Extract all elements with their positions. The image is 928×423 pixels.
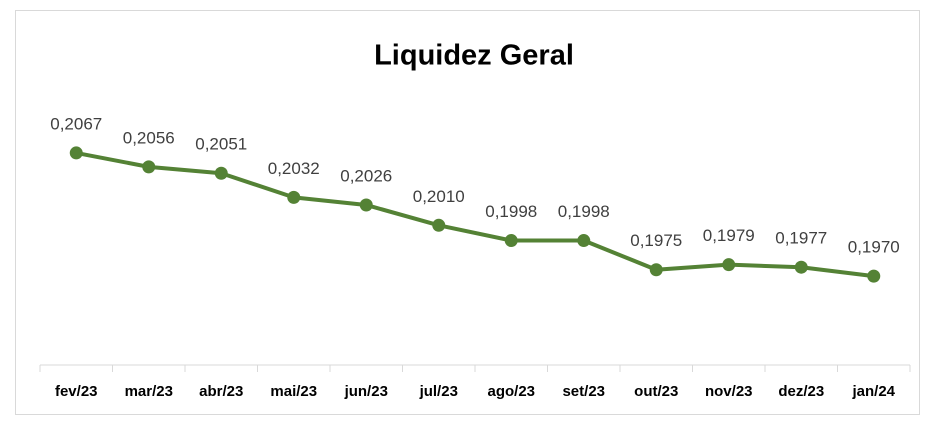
data-label: 0,1970	[848, 238, 900, 257]
data-label: 0,2067	[50, 114, 102, 133]
point	[359, 198, 373, 212]
x-tick-label: nov/23	[705, 383, 753, 400]
point	[722, 258, 736, 272]
line	[75, 150, 874, 279]
data-label: 0,1977	[775, 229, 827, 248]
data-label: 0,2010	[413, 187, 465, 206]
point	[287, 190, 301, 204]
point	[649, 263, 663, 277]
x-tick-label: abr/23	[199, 383, 243, 400]
x-tick-label: jul/23	[419, 383, 458, 400]
data-label: 0,1998	[485, 202, 537, 221]
chart-border	[15, 10, 920, 415]
x-tick-label: set/23	[562, 383, 605, 400]
point	[142, 160, 156, 174]
x-tick-label: mai/23	[270, 383, 317, 400]
data-label: 0,1979	[703, 226, 755, 245]
data-label: 0,2051	[195, 135, 247, 154]
x-tick-label: fev/23	[55, 383, 98, 400]
point	[867, 269, 881, 283]
data-label: 0,2026	[340, 166, 392, 185]
point	[504, 234, 518, 248]
x-tick-label: out/23	[634, 383, 678, 400]
x-tick-label: mar/23	[125, 383, 173, 400]
point	[214, 166, 228, 180]
x-tick-label: ago/23	[487, 383, 535, 400]
point	[432, 218, 446, 232]
x-tick-label: dez/23	[778, 383, 824, 400]
x-tick-label: jan/24	[851, 383, 895, 400]
point	[69, 146, 83, 160]
point	[577, 234, 591, 248]
x-tick-label: jun/23	[344, 383, 388, 400]
data-label: 0,2032	[268, 159, 320, 178]
point	[794, 260, 808, 274]
data-label: 0,1975	[630, 231, 682, 250]
data-label: 0,2056	[123, 128, 175, 147]
chart-title: Liquidez Geral	[374, 40, 574, 72]
data-label: 0,1998	[558, 202, 610, 221]
